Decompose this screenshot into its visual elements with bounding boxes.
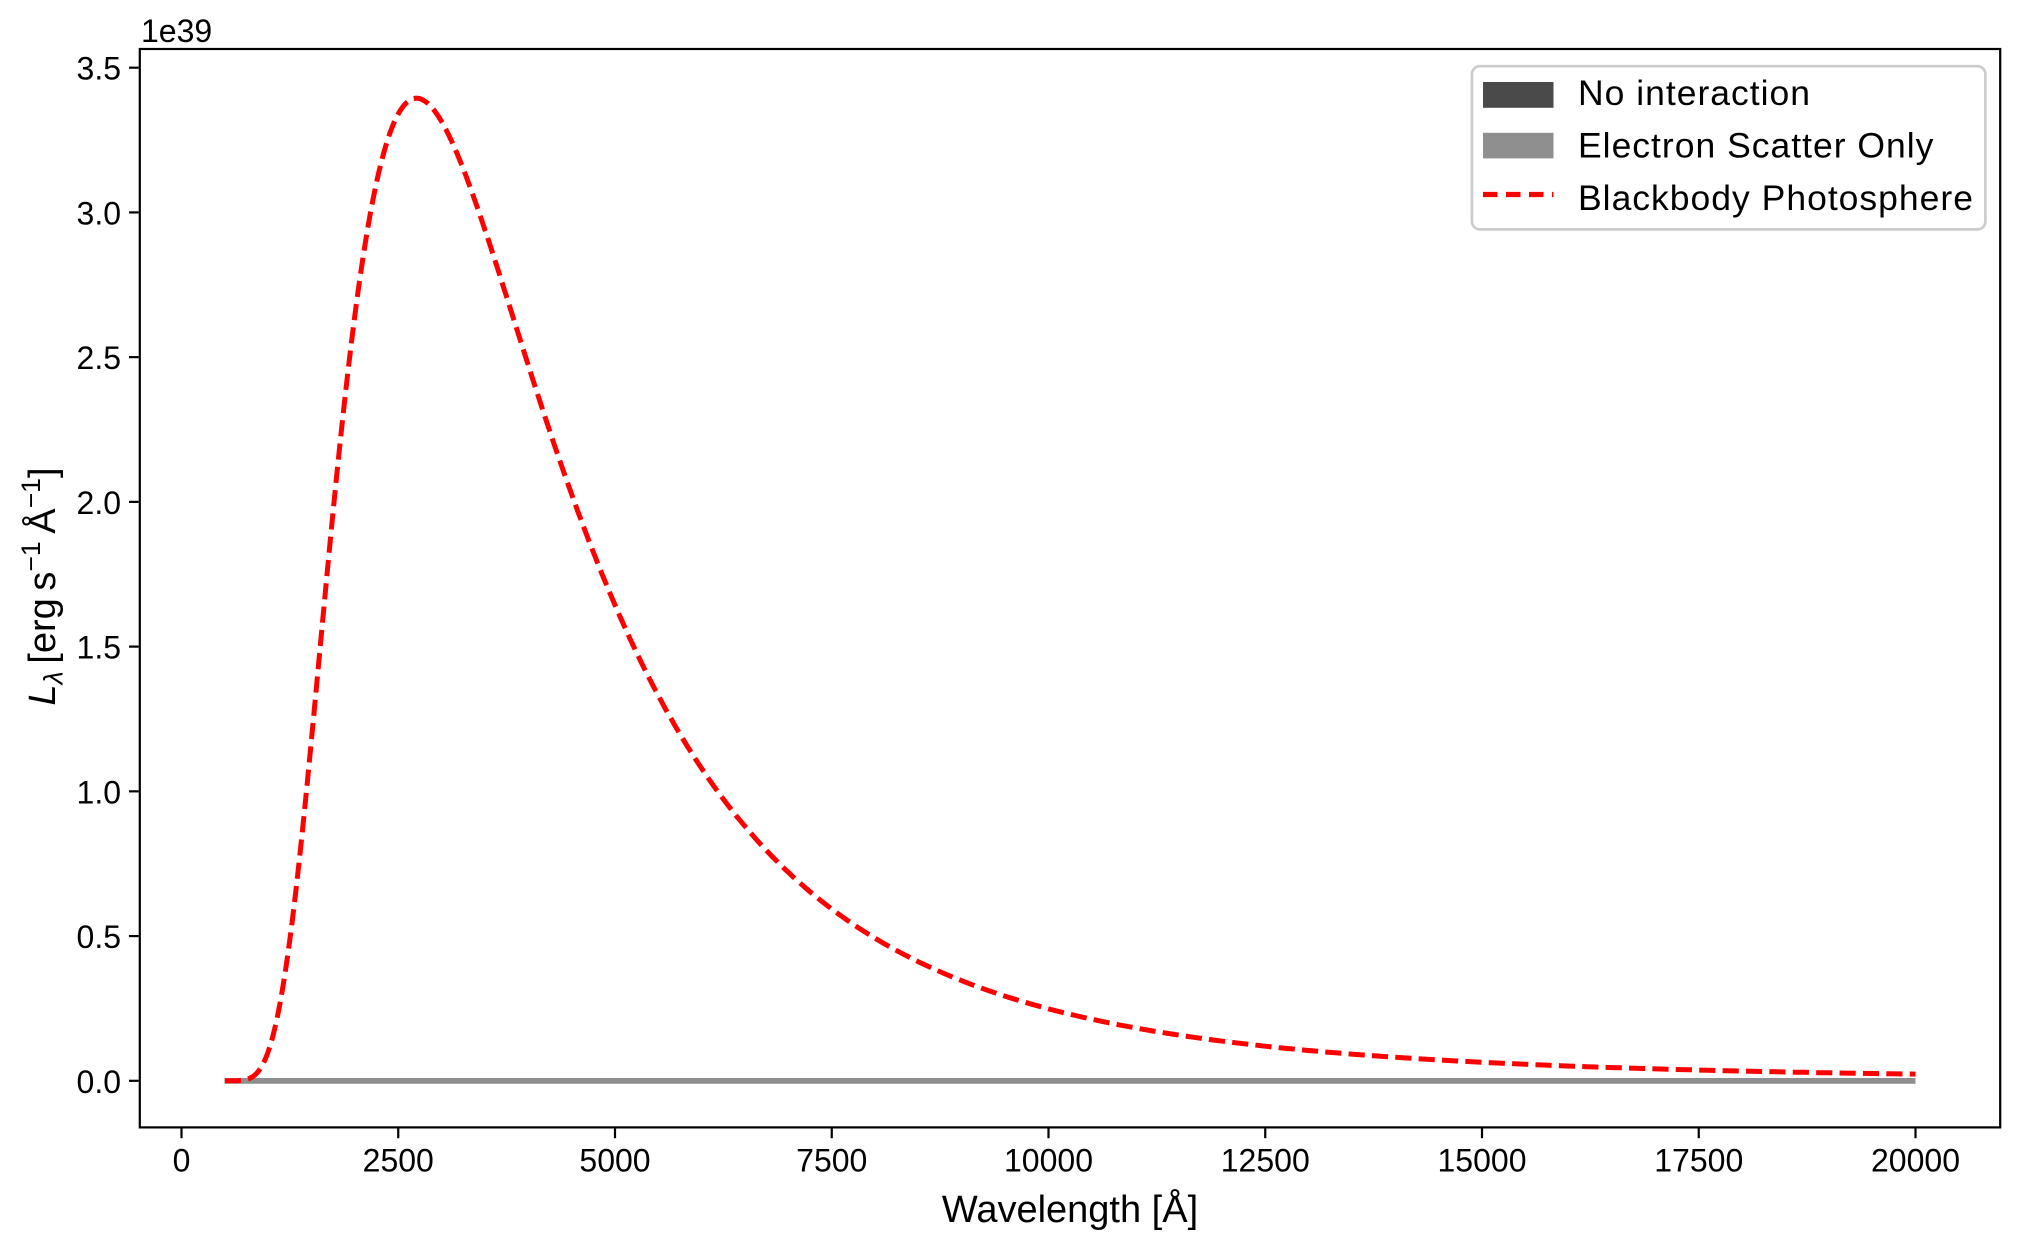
svg-text:0.5: 0.5 [77,919,121,955]
svg-text:0: 0 [173,1142,191,1178]
svg-text:2500: 2500 [363,1142,434,1178]
svg-text:No interaction: No interaction [1578,73,1811,113]
svg-text:10000: 10000 [1004,1142,1093,1178]
svg-text:17500: 17500 [1654,1142,1743,1178]
svg-text:5000: 5000 [579,1142,650,1178]
svg-text:Wavelength [Å]: Wavelength [Å] [942,1187,1198,1231]
svg-text:0.0: 0.0 [77,1064,121,1100]
svg-text:2.0: 2.0 [77,485,121,521]
svg-text:20000: 20000 [1871,1142,1960,1178]
svg-text:1.0: 1.0 [77,774,121,810]
svg-text:15000: 15000 [1438,1142,1527,1178]
svg-text:12500: 12500 [1221,1142,1310,1178]
svg-text:3.0: 3.0 [77,195,121,231]
svg-text:3.5: 3.5 [77,51,121,87]
svg-text:2.5: 2.5 [77,340,121,376]
svg-text:1e39: 1e39 [141,13,212,49]
svg-text:Blackbody Photosphere: Blackbody Photosphere [1578,178,1974,218]
svg-text:1.5: 1.5 [77,630,121,666]
svg-text:7500: 7500 [796,1142,867,1178]
svg-text:Electron Scatter Only: Electron Scatter Only [1578,126,1934,166]
svg-text:Lλ [erg s−1 Å−1]: Lλ [erg s−1 Å−1] [16,467,69,705]
